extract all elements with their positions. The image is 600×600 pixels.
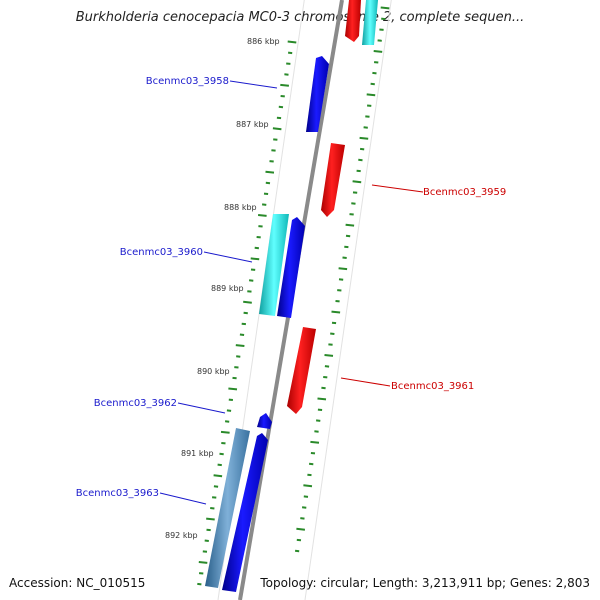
- leader-line-3963: [159, 492, 207, 505]
- gc-tick-mark: [220, 430, 230, 434]
- gc-tick-mark: [278, 105, 284, 109]
- gc-tick-mark: [342, 256, 347, 259]
- gc-tick-mark: [243, 311, 248, 315]
- gene-bcenmc03-3959[interactable]: [321, 143, 345, 217]
- gc-tick-mark: [265, 181, 271, 185]
- gene-label-3959[interactable]: Bcenmc03_3959: [423, 187, 506, 198]
- gc-tick-mark: [359, 147, 365, 151]
- kbp-label: 888 kbp: [224, 203, 257, 212]
- gc-tick-mark: [324, 365, 330, 368]
- gc-tick-mark: [338, 278, 344, 281]
- gc-tick-mark: [303, 484, 313, 488]
- gc-tick-mark: [373, 50, 383, 53]
- other-feature[interactable]: [205, 428, 250, 588]
- gc-tick-mark: [250, 257, 260, 261]
- gc-tick-mark: [272, 127, 282, 131]
- gc-tick-mark: [197, 582, 202, 586]
- gc-tick-mark: [213, 474, 223, 478]
- gc-tick-mark: [315, 419, 321, 422]
- kbp-label: 887 kbp: [236, 120, 269, 129]
- gc-tick-mark: [380, 6, 390, 10]
- rna-feature[interactable]: [362, 0, 378, 45]
- gc-tick-mark: [248, 279, 254, 282]
- gc-tick-mark: [338, 267, 348, 271]
- leader-line-3961: [340, 377, 391, 387]
- gene-bcenmc03-3963[interactable]: [222, 433, 268, 592]
- gc-tick-mark: [287, 51, 293, 55]
- gc-tick-mark: [296, 527, 306, 531]
- gc-tick-mark: [359, 136, 369, 140]
- gc-tick-mark: [239, 333, 245, 336]
- gc-tick-mark: [217, 463, 222, 467]
- gc-tick-mark: [330, 332, 335, 335]
- gc-tick-mark: [243, 300, 252, 304]
- gc-tick-mark: [210, 507, 215, 510]
- gc-content-track-inner: [197, 40, 297, 586]
- gene-bcenmc03-3962[interactable]: [257, 413, 272, 429]
- leader-line-3958: [229, 80, 278, 89]
- gc-tick-mark: [363, 126, 368, 129]
- gc-tick-mark: [294, 549, 300, 553]
- gc-tick-mark: [300, 517, 305, 520]
- gc-tick-mark: [280, 83, 290, 87]
- kbp-axis: 886 kbp 887 kbp 888 kbp 889 kbp 890 kbp …: [165, 37, 280, 540]
- gc-tick-mark: [352, 180, 362, 184]
- gene-bcenmc03-3961[interactable]: [287, 327, 316, 414]
- gene-bcenmc03-3960[interactable]: [277, 217, 305, 318]
- gc-tick-mark: [265, 170, 275, 174]
- gc-tick-mark: [257, 214, 267, 217]
- rna-feature[interactable]: [259, 214, 289, 316]
- gc-tick-mark: [236, 355, 241, 358]
- gene-label-3958[interactable]: Bcenmc03_3958: [146, 76, 229, 87]
- gene-label-3961[interactable]: Bcenmc03_3961: [391, 381, 474, 392]
- gc-tick-mark: [366, 93, 376, 97]
- gc-tick-mark: [204, 539, 209, 542]
- gc-tick-mark: [351, 202, 356, 205]
- gc-tick-mark: [317, 397, 327, 401]
- gc-tick-mark: [372, 71, 377, 75]
- gc-tick-mark: [261, 203, 267, 206]
- gc-tick-mark: [206, 517, 215, 521]
- gene-bcenmc03-3958[interactable]: [306, 56, 329, 132]
- topology-label: Topology: circular; Length: 3,213,911 bp…: [260, 576, 590, 590]
- kbp-label: 886 kbp: [247, 37, 280, 46]
- kbp-label: 891 kbp: [181, 449, 214, 458]
- accession-label: Accession: NC_010515: [9, 576, 146, 590]
- leader-line-3960: [203, 251, 253, 263]
- gene-label-3962[interactable]: Bcenmc03_3962: [94, 398, 177, 409]
- kbp-label: 892 kbp: [165, 531, 198, 540]
- gc-tick-mark: [235, 344, 245, 347]
- kbp-label: 890 kbp: [197, 367, 230, 376]
- gene-label-3960[interactable]: Bcenmc03_3960: [120, 247, 203, 258]
- gc-tick-mark: [287, 40, 297, 44]
- gc-tick-mark: [213, 485, 219, 488]
- kbp-label: 889 kbp: [211, 284, 244, 293]
- outer-guide-line: [304, 0, 392, 600]
- leader-line-3959: [371, 184, 424, 193]
- gc-tick-mark: [308, 462, 314, 466]
- gc-tick-mark: [226, 409, 232, 412]
- gc-tick-mark: [324, 354, 334, 357]
- reverse-cds-feature[interactable]: [345, 0, 361, 42]
- gc-tick-mark: [228, 387, 238, 391]
- gc-tick-mark: [345, 223, 355, 227]
- gene-label-3963[interactable]: Bcenmc03_3963: [76, 488, 159, 499]
- gc-tick-mark: [381, 17, 386, 21]
- gc-tick-mark: [310, 440, 320, 444]
- gc-tick-mark: [331, 310, 341, 314]
- leader-line-3962: [177, 402, 226, 414]
- gc-tick-mark: [345, 234, 351, 238]
- map-title: Burkholderia cenocepacia MC0-3 chromosom…: [75, 10, 525, 25]
- gc-tick-mark: [321, 386, 326, 390]
- gc-tick-mark: [303, 495, 309, 498]
- gc-tick-mark: [198, 561, 208, 564]
- gc-skew-track-outer: [294, 6, 390, 553]
